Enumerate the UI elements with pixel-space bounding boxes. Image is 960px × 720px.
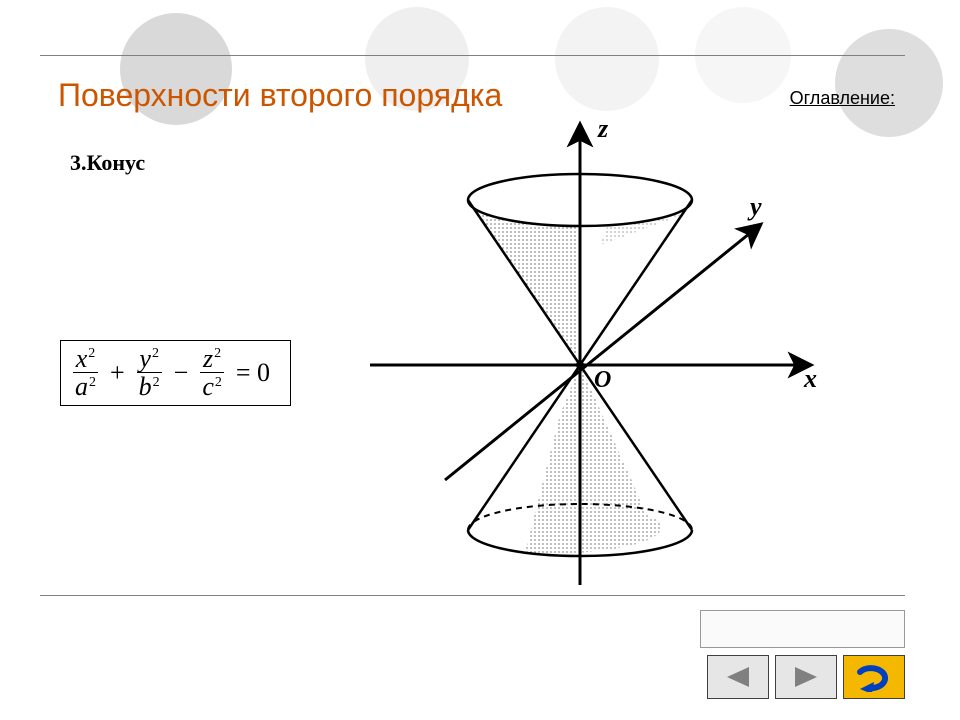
section-heading: 3.Конус: [70, 150, 145, 176]
cone-diagram: z x y O: [350, 115, 830, 595]
slide-title: Поверхности второго порядка: [40, 66, 502, 122]
axis-x-label: x: [803, 364, 817, 393]
toc-placeholder-box[interactable]: [700, 610, 905, 648]
top-rule: [40, 55, 905, 56]
return-icon: [860, 668, 885, 692]
axis-z-label: z: [597, 115, 609, 143]
toc-link[interactable]: Оглавление:: [790, 88, 895, 109]
slide-frame: Поверхности второго порядка Оглавление:: [40, 55, 905, 122]
axis-y-label: y: [747, 192, 762, 221]
cone-equation: x2 a2 + y2 b2 − z2 c2 = 0: [60, 340, 291, 406]
home-button[interactable]: [843, 655, 905, 699]
origin-label: O: [594, 367, 611, 393]
bottom-rule: [40, 595, 905, 596]
nav-bar: [707, 655, 905, 699]
term-z: z2 c2: [200, 345, 224, 401]
equals-rhs: = 0: [230, 358, 276, 388]
prev-button[interactable]: [707, 655, 769, 699]
next-button[interactable]: [775, 655, 837, 699]
term-y: y2 b2: [137, 345, 162, 401]
term-x: x2 a2: [73, 345, 98, 401]
next-icon: [795, 667, 817, 687]
prev-icon: [727, 667, 749, 687]
